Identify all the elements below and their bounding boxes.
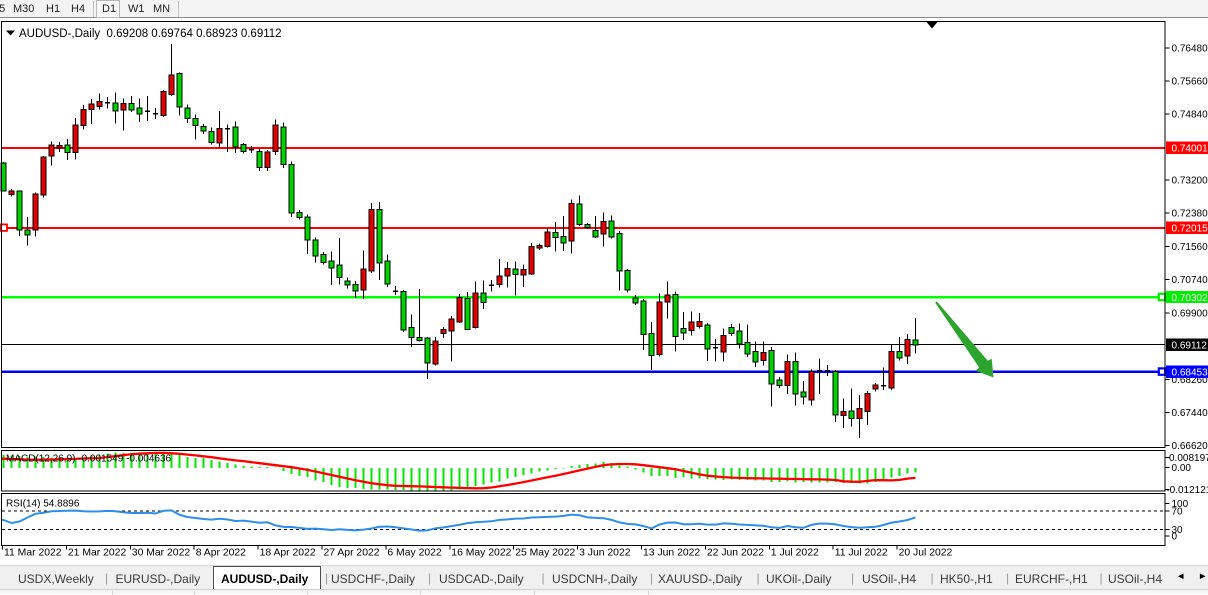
- svg-text:0.74001: 0.74001: [1172, 144, 1208, 155]
- svg-text:20 Jul 2022: 20 Jul 2022: [899, 548, 953, 559]
- svg-text:30 Mar 2022: 30 Mar 2022: [132, 548, 191, 559]
- svg-text:0.67440: 0.67440: [1172, 408, 1208, 419]
- svg-text:3 Jun 2022: 3 Jun 2022: [579, 548, 631, 559]
- svg-text:11 Mar 2022: 11 Mar 2022: [4, 548, 62, 559]
- svg-text:RSI(14) 54.8896: RSI(14) 54.8896: [6, 499, 80, 510]
- svg-text:6 May 2022: 6 May 2022: [387, 548, 442, 559]
- svg-text:0.66620: 0.66620: [1172, 441, 1208, 452]
- svg-text:AUDUSD-,Daily 0.69208 0.69764: AUDUSD-,Daily 0.69208 0.69764 0.68923 0.…: [19, 28, 282, 40]
- svg-text:0.69900: 0.69900: [1172, 309, 1208, 320]
- svg-text:16 May 2022: 16 May 2022: [451, 548, 511, 559]
- svg-text:0.75660: 0.75660: [1172, 76, 1208, 87]
- svg-text:8 Apr 2022: 8 Apr 2022: [196, 548, 246, 559]
- svg-text:0.72380: 0.72380: [1172, 209, 1208, 220]
- svg-text:MACD(12,26,9) -0.001549 -0.004: MACD(12,26,9) -0.001549 -0.004636: [6, 454, 172, 465]
- svg-text:0.70302: 0.70302: [1172, 293, 1208, 304]
- svg-text:0.76480: 0.76480: [1172, 43, 1208, 54]
- svg-text:21 Mar 2022: 21 Mar 2022: [68, 548, 127, 559]
- svg-text:0.71560: 0.71560: [1172, 242, 1208, 253]
- svg-text:-0.012121: -0.012121: [1166, 485, 1208, 496]
- svg-text:0.70740: 0.70740: [1172, 275, 1208, 286]
- svg-text:22 Jun 2022: 22 Jun 2022: [707, 548, 764, 559]
- svg-text:11 Jul 2022: 11 Jul 2022: [835, 548, 888, 559]
- svg-text:1 Jul 2022: 1 Jul 2022: [771, 548, 819, 559]
- svg-text:25 May 2022: 25 May 2022: [515, 548, 575, 559]
- svg-text:18 Apr 2022: 18 Apr 2022: [260, 548, 316, 559]
- svg-text:0.73200: 0.73200: [1172, 176, 1208, 187]
- svg-text:13 Jun 2022: 13 Jun 2022: [643, 548, 700, 559]
- svg-text:0: 0: [1172, 531, 1178, 542]
- svg-text:0.74840: 0.74840: [1172, 110, 1208, 121]
- svg-text:0.68453: 0.68453: [1172, 367, 1208, 378]
- svg-text:0.69112: 0.69112: [1172, 340, 1208, 351]
- svg-text:27 Apr 2022: 27 Apr 2022: [324, 548, 380, 559]
- svg-text:0.00: 0.00: [1172, 463, 1192, 474]
- svg-text:0.72015: 0.72015: [1172, 224, 1208, 235]
- svg-text:70: 70: [1172, 506, 1184, 517]
